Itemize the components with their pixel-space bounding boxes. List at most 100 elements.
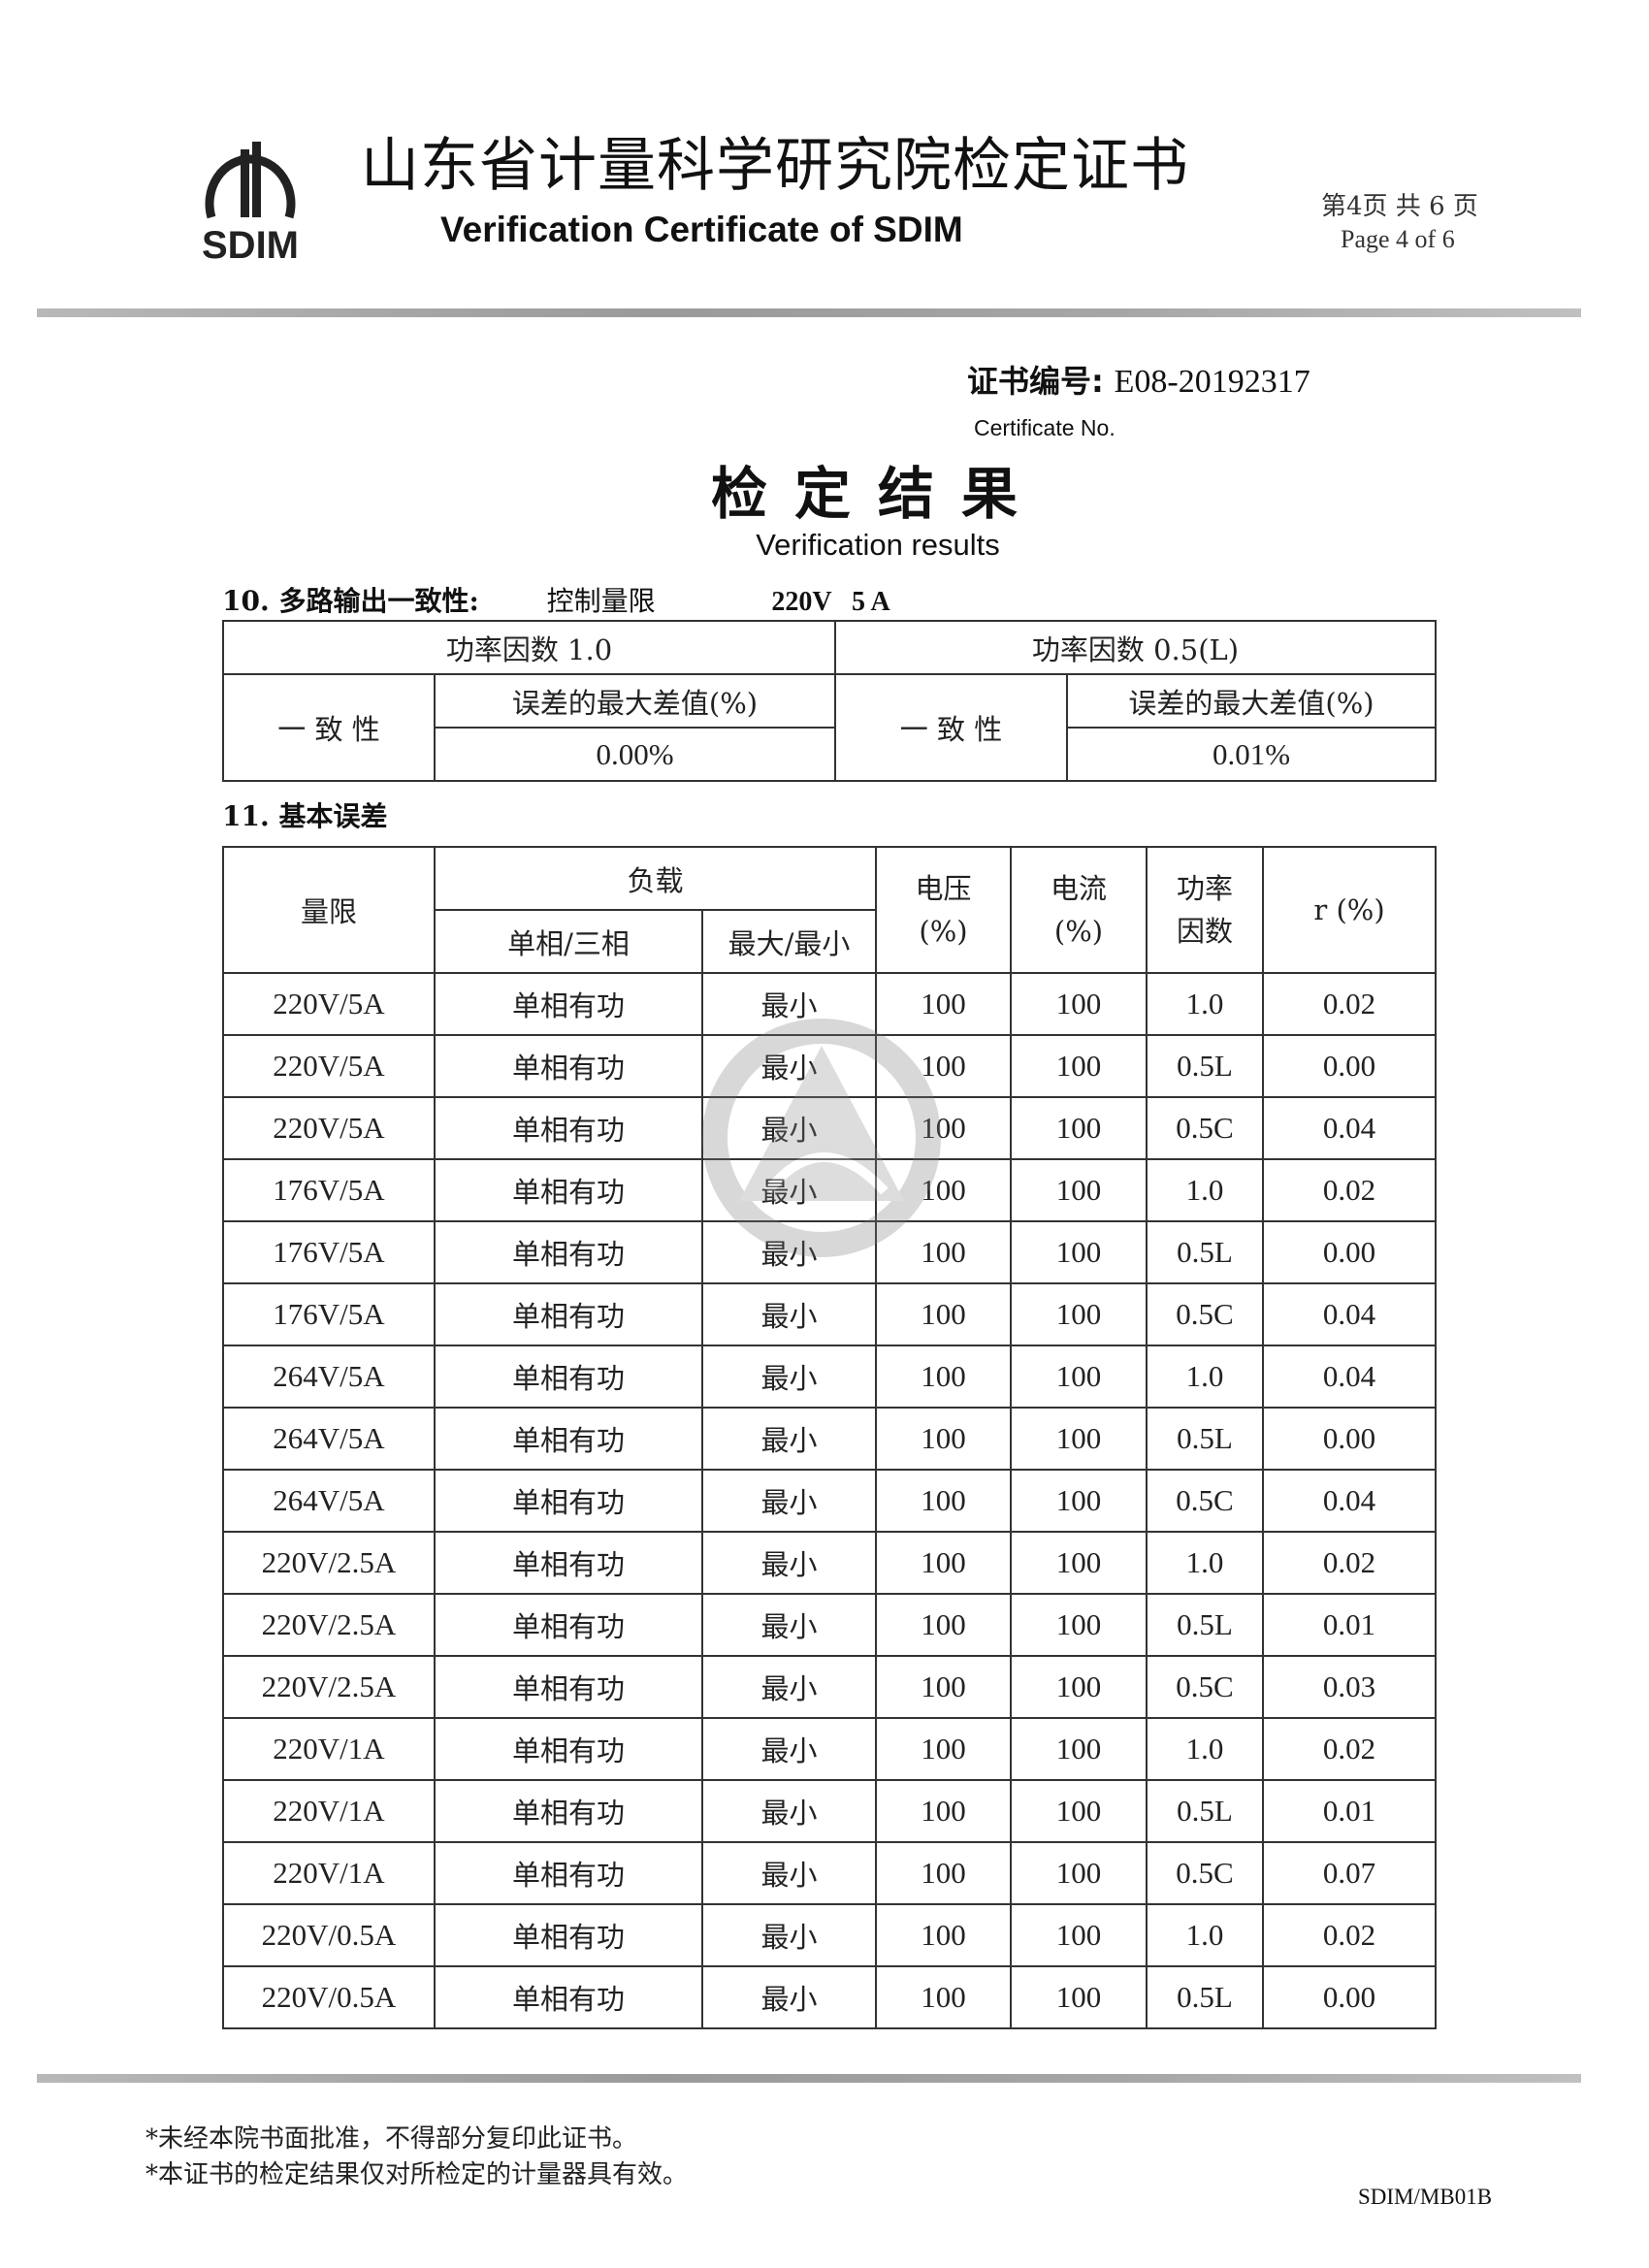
cell-phase: 单相有功 (434, 1903, 703, 1967)
section-10-heading: 10. 多路输出一致性: 控制量限 220V 5 A (222, 580, 890, 619)
table-row: 220V/1A 单相有功 最小 100 100 0.5L 0.01 (222, 1779, 1438, 1843)
certificate-number-value: E08-20192317 (1114, 364, 1310, 400)
cell-voltage: 100 (875, 1034, 1013, 1098)
cell-current: 100 (1010, 1903, 1148, 1967)
cell-phase: 单相有功 (434, 1841, 703, 1905)
table-row: 220V/5A 单相有功 最小 100 100 1.0 0.02 (222, 972, 1438, 1036)
cell-maxmin: 最小 (700, 1531, 878, 1595)
certificate-title-en: Verification Certificate of SDIM (440, 210, 963, 249)
cell-range: 220V/1A (222, 1717, 436, 1781)
cell-r: 0.00 (1262, 1407, 1438, 1471)
cell-phase: 单相有功 (434, 1779, 703, 1843)
cell-current: 100 (1010, 1282, 1148, 1346)
cell-r: 0.07 (1262, 1841, 1438, 1905)
pf1-max-diff-label: 误差的最大差值(%) (434, 673, 836, 729)
institute-title-cn: 山东省计量科学研究院检定证书 (361, 132, 1189, 200)
svg-text:SDIM: SDIM (202, 224, 299, 264)
cell-phase: 单相有功 (434, 1158, 703, 1222)
cell-range: 264V/5A (222, 1469, 436, 1533)
cell-power-factor: 1.0 (1146, 1903, 1265, 1967)
col-maxmin: 最大/最小 (700, 909, 878, 974)
results-title-en: Verification results (756, 528, 1000, 562)
cell-r: 0.00 (1262, 1220, 1438, 1284)
table-row: 220V/0.5A 单相有功 最小 100 100 0.5L 0.00 (222, 1965, 1438, 2029)
table-row: 220V/1A 单相有功 最小 100 100 0.5C 0.07 (222, 1841, 1438, 1905)
cell-voltage: 100 (875, 1779, 1013, 1843)
cell-power-factor: 0.5C (1146, 1655, 1265, 1719)
cell-maxmin: 最小 (700, 1655, 878, 1719)
cell-phase: 单相有功 (434, 1096, 703, 1160)
cell-maxmin: 最小 (700, 1593, 878, 1657)
cell-power-factor: 0.5C (1146, 1841, 1265, 1905)
cell-maxmin: 最小 (700, 1779, 878, 1843)
pf1-header: 功率因数 1.0 (222, 620, 836, 675)
table-row: 220V/0.5A 单相有功 最小 100 100 1.0 0.02 (222, 1903, 1438, 1967)
footer-divider (37, 2074, 1581, 2083)
cell-current: 100 (1010, 1034, 1148, 1098)
col-r: r (%) (1262, 846, 1438, 974)
table-row: 264V/5A 单相有功 最小 100 100 0.5L 0.00 (222, 1407, 1438, 1471)
cell-current: 100 (1010, 1965, 1148, 2029)
cell-range: 220V/0.5A (222, 1903, 436, 1967)
table-row: 264V/5A 单相有功 最小 100 100 1.0 0.04 (222, 1345, 1438, 1409)
cell-r: 0.04 (1262, 1282, 1438, 1346)
cell-phase: 单相有功 (434, 1531, 703, 1595)
cell-voltage: 100 (875, 1345, 1013, 1409)
section-10-title: 10. 多路输出一致性: (222, 585, 479, 617)
table-row: 176V/5A 单相有功 最小 100 100 0.5L 0.00 (222, 1220, 1438, 1284)
cell-r: 0.01 (1262, 1593, 1438, 1657)
cell-maxmin: 最小 (700, 1096, 878, 1160)
certificate-number-label-en: Certificate No. (974, 415, 1116, 440)
cell-voltage: 100 (875, 1717, 1013, 1781)
cell-maxmin: 最小 (700, 1282, 878, 1346)
cell-power-factor: 0.5C (1146, 1469, 1265, 1533)
pf2-max-diff-value: 0.01% (1065, 727, 1438, 782)
cell-range: 220V/1A (222, 1779, 436, 1843)
col-power-factor: 功率 因数 (1146, 846, 1265, 974)
cell-voltage: 100 (875, 1655, 1013, 1719)
cell-current: 100 (1010, 1593, 1148, 1657)
cell-voltage: 100 (875, 1220, 1013, 1284)
pf2-header: 功率因数 0.5(L) (833, 620, 1438, 675)
cell-maxmin: 最小 (700, 1034, 878, 1098)
pf1-consistency-label: 一 致 性 (222, 673, 436, 782)
cell-r: 0.03 (1262, 1655, 1438, 1719)
cell-voltage: 100 (875, 1841, 1013, 1905)
table-row: 220V/2.5A 单相有功 最小 100 100 0.5L 0.01 (222, 1593, 1438, 1657)
pf1-max-diff-value: 0.00% (434, 727, 836, 782)
cell-phase: 单相有功 (434, 1407, 703, 1471)
cell-current: 100 (1010, 1469, 1148, 1533)
table-row: 220V/5A 单相有功 最小 100 100 0.5L 0.00 (222, 1034, 1438, 1098)
section-11-heading: 11. 基本误差 (222, 800, 388, 832)
cell-r: 0.04 (1262, 1096, 1438, 1160)
cell-maxmin: 最小 (700, 972, 878, 1036)
cell-r: 0.02 (1262, 1531, 1438, 1595)
col-voltage: 电压 (%) (875, 846, 1013, 974)
cell-power-factor: 1.0 (1146, 1345, 1265, 1409)
cell-maxmin: 最小 (700, 1717, 878, 1781)
cell-maxmin: 最小 (700, 1469, 878, 1533)
cell-current: 100 (1010, 1407, 1148, 1471)
cell-range: 220V/0.5A (222, 1965, 436, 2029)
cell-power-factor: 0.5L (1146, 1593, 1265, 1657)
pf2-consistency-label: 一 致 性 (834, 673, 1068, 782)
footer-note-2: *本证书的检定结果仅对所检定的计量器具有效。 (146, 2160, 689, 2189)
cell-phase: 单相有功 (434, 1220, 703, 1284)
results-title-cn: 检定结果 (710, 461, 1045, 527)
cell-current: 100 (1010, 1841, 1148, 1905)
table-row: 176V/5A 单相有功 最小 100 100 0.5C 0.04 (222, 1282, 1438, 1346)
cell-power-factor: 0.5L (1146, 1220, 1265, 1284)
page-number-en: Page 4 of 6 (1341, 225, 1455, 253)
cell-voltage: 100 (875, 1965, 1013, 2029)
cell-voltage: 100 (875, 1282, 1013, 1346)
cell-voltage: 100 (875, 1158, 1013, 1222)
cell-range: 220V/2.5A (222, 1593, 436, 1657)
cell-range: 176V/5A (222, 1220, 436, 1284)
cell-r: 0.00 (1262, 1034, 1438, 1098)
cell-range: 264V/5A (222, 1407, 436, 1471)
sdim-logo: SDIM (202, 142, 299, 264)
footer-note-1: *未经本院书面批准，不得部分复印此证书。 (146, 2124, 638, 2154)
cell-current: 100 (1010, 1220, 1148, 1284)
cell-current: 100 (1010, 1655, 1148, 1719)
cell-phase: 单相有功 (434, 1965, 703, 2029)
